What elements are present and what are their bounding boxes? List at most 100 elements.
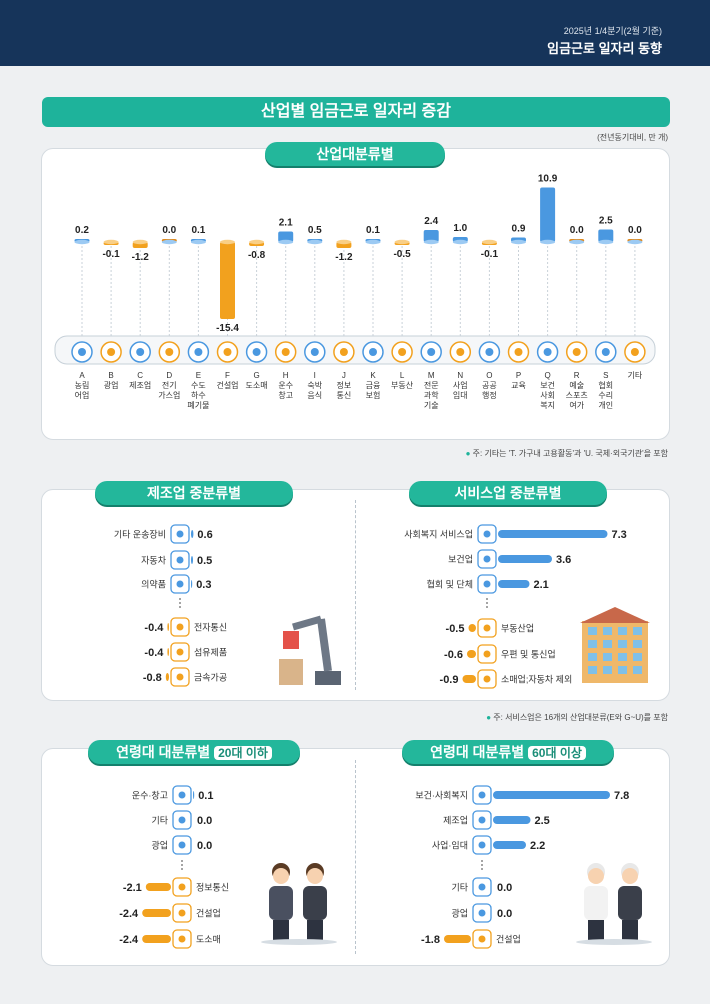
bar [142, 909, 171, 917]
row-label: 협회 및 단체 [427, 579, 473, 590]
category-label: 창고 [278, 391, 293, 400]
category-label: S [603, 371, 608, 380]
data-label: -2.1 [123, 882, 142, 894]
header-title: 임금근로 일자리 동향 [547, 41, 662, 56]
icon-dot [483, 530, 491, 538]
data-label: 0.1 [198, 790, 213, 802]
data-label: -1.2 [335, 252, 353, 263]
data-label: 0.0 [628, 225, 642, 236]
category-label: B [108, 371, 113, 380]
data-label: -0.1 [102, 249, 120, 260]
industry-icon-dot [107, 348, 116, 356]
data-label: -0.8 [143, 672, 162, 684]
row-label: 금속가공 [194, 673, 227, 683]
bar [142, 935, 171, 943]
industry-icon-dot [78, 348, 86, 356]
robot-gripper-illustration [283, 631, 299, 649]
bar [191, 530, 194, 538]
building-window [633, 627, 642, 635]
bar-cap [307, 239, 323, 245]
service-note: 주: 서비스업은 16개의 산업대분류(E와 G~U)를 포함 [486, 712, 668, 723]
person-legs-illustration [622, 920, 638, 940]
icon-dot [178, 935, 186, 943]
age-young-title: 연령대 대분류별 [116, 744, 211, 760]
industry-icon-dot [252, 348, 261, 356]
icon-dot [478, 883, 486, 891]
data-label: 3.6 [556, 554, 571, 566]
industry-icon-dot [369, 348, 377, 356]
category-label: 전문 [424, 380, 439, 390]
industry-icon-dot [281, 348, 290, 356]
category-label: 통신 [337, 391, 352, 400]
row-label: 건설업 [196, 909, 221, 919]
industry-icon-dot [485, 348, 494, 356]
header-subtitle: 2025년 1/4분기(2월 기준) [563, 26, 662, 36]
category-label: 여가 [569, 400, 584, 410]
category-label: 행정 [482, 390, 497, 400]
bar-cap [365, 239, 381, 245]
bar [498, 555, 552, 563]
icon-dot [176, 623, 184, 631]
data-label: -0.4 [144, 647, 164, 659]
building-window [618, 653, 627, 661]
industry-icon-dot [136, 348, 145, 356]
building-window [618, 627, 627, 635]
category-label: 부동산 [391, 380, 414, 390]
bar [167, 623, 169, 631]
icon-dot [478, 816, 486, 824]
bar [444, 935, 471, 943]
category-label: 어업 [75, 390, 90, 400]
person-face-illustration [307, 868, 323, 884]
category-label: R [574, 371, 580, 380]
category-label: 공공 [482, 381, 497, 390]
bar-cap [569, 239, 585, 245]
industry-icon-dot [223, 348, 232, 356]
ellipsis-dot [181, 868, 183, 870]
building-window [633, 653, 642, 661]
data-label: 2.5 [599, 216, 613, 227]
icon-dot [483, 624, 491, 632]
data-label: 0.3 [196, 579, 211, 591]
industry-panel [41, 148, 670, 440]
row-label: 운수·창고 [132, 791, 168, 801]
age-young-badge: 20대 이하 [214, 746, 272, 760]
row-label: 섬유제품 [194, 648, 227, 658]
bar-cap [481, 239, 497, 245]
bar-cap [511, 239, 526, 245]
category-label: 임대 [453, 391, 468, 400]
person-body-illustration [584, 886, 608, 920]
category-label: A [79, 371, 85, 380]
icon-dot [178, 791, 186, 799]
category-label: H [283, 371, 289, 380]
data-label: -0.4 [144, 622, 164, 634]
industry-icon-dot [194, 348, 203, 356]
box-illustration [279, 659, 303, 685]
bar-cap [540, 239, 556, 245]
data-label: 2.1 [534, 579, 549, 591]
robot-arm-illustration [317, 618, 332, 672]
ellipsis-dot [481, 868, 483, 870]
ellipsis-dot [179, 602, 181, 604]
data-label: 0.0 [162, 225, 176, 236]
data-label: 2.1 [279, 218, 293, 229]
bar-cap [452, 239, 468, 245]
category-label: 기술 [424, 400, 439, 410]
category-label: 농림 [75, 380, 90, 390]
robot-arm-illustration [315, 671, 341, 685]
data-label: 0.0 [497, 882, 512, 894]
category-label: 가스업 [158, 391, 180, 400]
manufacturing-chart: 기타 운송장비 0.6 자동차 0.5 의약품 0.3 전자통신 -0.4 섬유제품 -0.4 금속… [114, 524, 341, 687]
person-face-illustration [588, 868, 604, 884]
category-label: C [137, 371, 143, 380]
ellipsis-dot [181, 864, 183, 866]
robot-arm-illustration [292, 615, 322, 631]
person-legs-illustration [588, 920, 604, 940]
person-body-illustration [303, 886, 327, 920]
category-label: 수리 [598, 391, 613, 400]
category-label: 보험 [366, 391, 381, 400]
bar-cap [394, 239, 410, 245]
person-legs-illustration [307, 920, 323, 940]
building-window [618, 640, 627, 648]
row-label: 광업 [451, 908, 468, 919]
icon-dot [483, 580, 491, 588]
